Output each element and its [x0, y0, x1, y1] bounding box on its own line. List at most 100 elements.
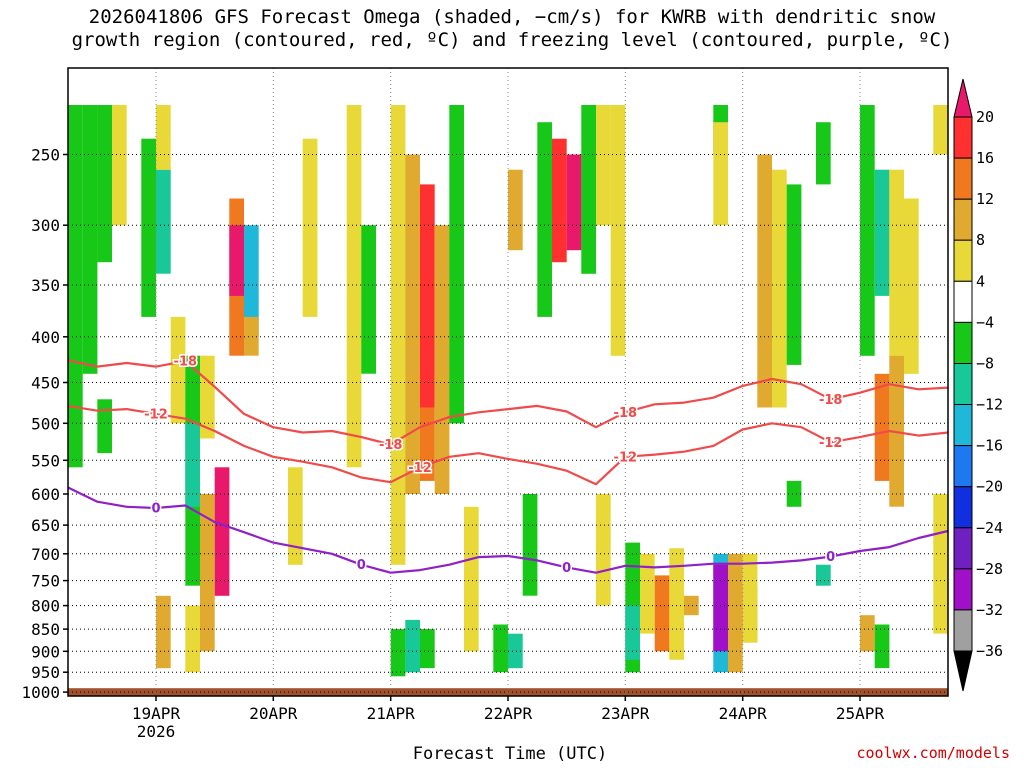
omega-cell	[185, 423, 200, 507]
omega-cell	[889, 169, 904, 356]
y-tick-label: 450	[31, 374, 60, 393]
omega-cell	[405, 154, 420, 494]
chart-title-line-2: growth region (contoured, red, ºC) and f…	[71, 29, 953, 51]
x-tick-label: 23APR	[601, 704, 650, 723]
omega-cell	[97, 105, 112, 263]
colorbar-swatch	[953, 239, 973, 282]
colorbar-label: 20	[976, 108, 994, 126]
contour-label: -12	[408, 461, 432, 476]
omega-cell	[669, 548, 684, 660]
omega-cell	[82, 105, 98, 374]
omega-cell	[860, 615, 875, 652]
omega-cell	[772, 169, 787, 408]
omega-cell	[654, 575, 670, 652]
x-tick-label: 22APR	[484, 704, 533, 723]
omega-cell	[493, 624, 508, 673]
colorbar-label: 4	[976, 272, 985, 290]
y-tick-label: 350	[31, 276, 60, 295]
omega-cell	[302, 138, 318, 317]
colorbar-label: 12	[976, 190, 994, 208]
omega-cell	[420, 629, 435, 669]
omega-cell	[244, 316, 259, 356]
y-tick-label: 750	[31, 572, 60, 591]
colorbar-swatch	[953, 527, 973, 570]
omega-cell	[229, 225, 244, 296]
omega-cell	[390, 105, 406, 565]
y-tick-label: 900	[31, 642, 60, 661]
colorbar-label: −20	[976, 478, 1003, 496]
omega-cell	[244, 225, 259, 337]
omega-cell	[522, 494, 538, 596]
colorbar-label: −4	[976, 313, 994, 331]
chart-title: 2026041806 GFS Forecast Omega (shaded, −…	[0, 6, 1024, 52]
colorbar-swatch	[953, 116, 973, 159]
omega-cell	[596, 494, 611, 606]
contour-line	[67, 486, 949, 574]
omega-cell	[786, 480, 802, 507]
colorbar-swatch	[953, 609, 973, 652]
colorbar-label: −16	[976, 437, 1003, 455]
colorbar-label: −12	[976, 396, 1003, 414]
omega-cell	[68, 105, 83, 468]
temperature-contours: -18 -18 -18 -18 -12 -12 -12 -12 0 0 0 0	[67, 353, 949, 577]
omega-cell	[581, 105, 596, 274]
y-tick-label: 650	[31, 516, 60, 535]
omega-cell	[156, 595, 171, 669]
omega-cell	[742, 553, 758, 643]
x-tick-label: 20APR	[249, 704, 298, 723]
x-tick-label: 25APR	[836, 704, 885, 723]
chart-title-line-1: 2026041806 GFS Forecast Omega (shaded, −…	[88, 6, 936, 28]
omega-cell	[904, 198, 919, 374]
gridlines	[68, 68, 948, 696]
omega-cell	[508, 633, 523, 669]
omega-cell	[596, 105, 611, 226]
omega-cell	[537, 122, 552, 317]
omega-cell	[713, 564, 728, 652]
omega-cell	[933, 494, 948, 634]
omega-cell	[405, 619, 420, 673]
contour-line	[67, 359, 949, 446]
colorbar-swatch	[953, 568, 973, 611]
colorbar-swatch	[953, 486, 973, 529]
colorbar-swatch	[953, 321, 973, 364]
contour-line	[67, 404, 949, 486]
contour-label: -18	[819, 393, 843, 408]
omega-cell	[816, 122, 831, 185]
omega-cell	[390, 629, 406, 677]
y-tick-label: 1000	[21, 683, 60, 702]
contour-label: -18	[174, 355, 198, 370]
omega-cell	[464, 506, 479, 652]
y-tick-label: 700	[31, 545, 60, 564]
omega-cell	[552, 138, 567, 263]
y-tick-label: 800	[31, 597, 60, 616]
omega-cell	[713, 122, 728, 226]
omega-cell	[610, 105, 626, 356]
contour-label: -12	[614, 450, 638, 465]
omega-cell	[200, 494, 215, 652]
colorbar-label: −8	[976, 355, 994, 373]
credit-link[interactable]: coolwx.com/models	[856, 744, 1010, 762]
omega-cell	[112, 105, 127, 226]
colorbar-swatch	[953, 280, 973, 323]
colorbar-label: 16	[976, 149, 994, 167]
y-tick-label: 950	[31, 663, 60, 682]
colorbar-swatch	[953, 445, 973, 488]
omega-cell	[288, 467, 303, 565]
x-tick-label: 21APR	[367, 704, 416, 723]
omega-cell	[874, 169, 890, 296]
omega-cell	[214, 467, 230, 596]
colorbar-swatch	[953, 404, 973, 447]
colorbar-top-arrow	[953, 78, 973, 118]
contour-label: -12	[144, 407, 168, 422]
omega-cell	[97, 399, 112, 454]
colorbar-swatch	[953, 198, 973, 241]
omega-cell	[156, 169, 171, 274]
contour-label: -18	[379, 438, 403, 453]
omega-cell	[860, 105, 875, 356]
omega-cell	[566, 154, 582, 251]
y-tick-label: 600	[31, 485, 60, 504]
y-tick-label: 500	[31, 414, 60, 433]
colorbar-label: −32	[976, 601, 1003, 619]
colorbar-bottom-arrow	[953, 650, 973, 692]
